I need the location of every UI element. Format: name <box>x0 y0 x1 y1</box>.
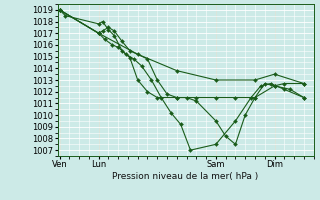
X-axis label: Pression niveau de la mer( hPa ): Pression niveau de la mer( hPa ) <box>112 172 259 181</box>
